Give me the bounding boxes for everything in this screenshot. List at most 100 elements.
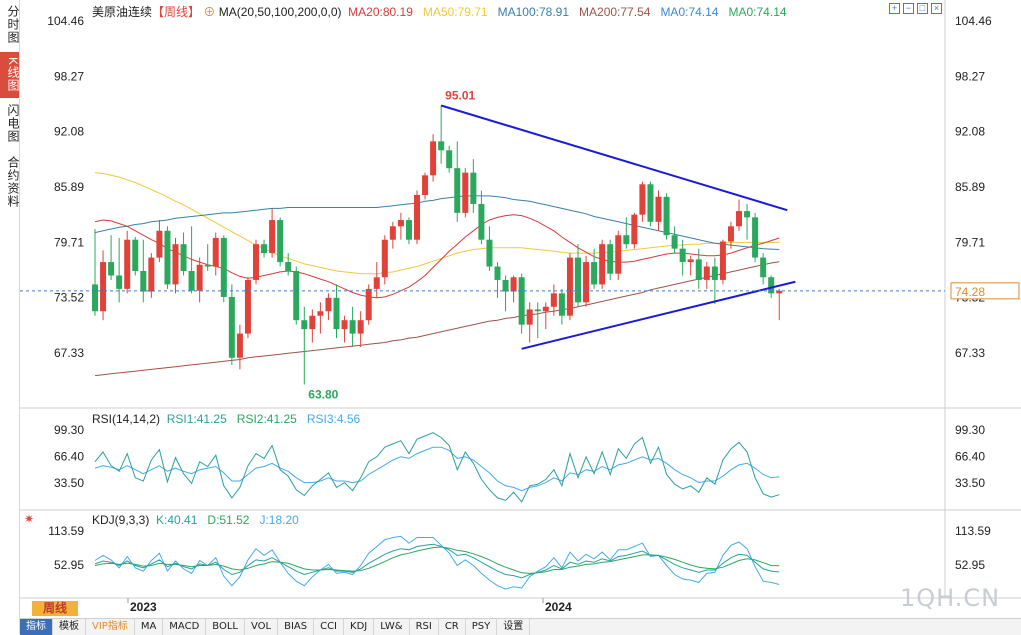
- tab-kdj[interactable]: KDJ: [344, 619, 375, 635]
- candle: [575, 244, 581, 307]
- price-tick-left: 73.52: [54, 291, 84, 305]
- tab-indicators[interactable]: 指标: [20, 619, 53, 635]
- price-tick-left: 98.27: [54, 69, 84, 83]
- tab-bias[interactable]: BIAS: [278, 619, 315, 635]
- candle: [100, 250, 107, 321]
- candle: [752, 212, 759, 263]
- tab-vol[interactable]: VOL: [245, 619, 279, 635]
- x-tick-label: 2023: [130, 600, 157, 614]
- tab-timeshare[interactable]: 分时图: [6, 4, 20, 44]
- candle-body: [566, 257, 573, 316]
- candle: [591, 248, 598, 289]
- tab-templates[interactable]: 模板: [53, 619, 86, 635]
- candle: [510, 275, 517, 303]
- candle-body: [116, 275, 123, 289]
- candle-body: [687, 259, 694, 263]
- sun-icon[interactable]: ✷: [24, 512, 35, 526]
- candle-body: [663, 196, 670, 236]
- candle-body: [607, 244, 614, 274]
- candle-body: [655, 196, 662, 222]
- candle: [526, 302, 533, 343]
- tab-lw[interactable]: LW&: [374, 619, 410, 635]
- tab-settings[interactable]: 设置: [497, 619, 531, 635]
- candle-body: [309, 315, 316, 330]
- candle-body: [236, 333, 243, 358]
- candle: [631, 212, 638, 249]
- candle: [92, 228, 98, 316]
- candle-body: [212, 237, 219, 267]
- candle-body: [180, 244, 187, 272]
- tab-rsi[interactable]: RSI: [410, 619, 439, 635]
- tab-macd[interactable]: MACD: [163, 619, 207, 635]
- tab-vip-indicators[interactable]: VIP指标: [86, 619, 135, 635]
- candle: [293, 266, 300, 325]
- candle-body: [325, 297, 332, 312]
- candle-body: [172, 244, 179, 285]
- candle: [180, 232, 187, 276]
- price-tick-right: 98.27: [955, 69, 985, 83]
- tab-boll[interactable]: BOLL: [206, 619, 245, 635]
- candle-body: [776, 290, 783, 294]
- candle-body: [534, 309, 541, 312]
- rsi1-value: RSI1:41.25: [166, 412, 227, 426]
- candle-body: [253, 244, 259, 280]
- candle: [607, 239, 614, 280]
- candle: [285, 253, 292, 276]
- tab-kline[interactable]: K线图: [0, 52, 20, 98]
- candle-body: [244, 279, 251, 334]
- zoom-out-icon[interactable]: −: [903, 3, 914, 14]
- candle-body: [639, 184, 646, 215]
- candle-body: [341, 320, 348, 330]
- chart-svg[interactable]: 104.46 104.46 98.27 98.27 92.08 92.08 85.89 85.…: [20, 0, 1021, 634]
- candle-body: [631, 214, 638, 245]
- tab-ma[interactable]: MA: [135, 619, 164, 635]
- tab-cci[interactable]: CCI: [314, 619, 345, 635]
- candle: [204, 244, 211, 272]
- candle-body: [108, 262, 115, 276]
- rsi-tick-right: 66.40: [955, 450, 985, 464]
- candle: [663, 193, 670, 240]
- candle: [615, 230, 622, 280]
- tab-contract-info[interactable]: 合约资料: [6, 156, 20, 208]
- candle-body: [405, 220, 412, 240]
- candle: [711, 257, 718, 305]
- close-icon[interactable]: ×: [931, 3, 942, 14]
- indicator-toolbar: 指标 模板 VIP指标 MA MACD BOLL VOL BIAS CCI KDJ LW& RSI CR…: [20, 618, 1021, 635]
- candle: [776, 288, 783, 321]
- candle: [212, 232, 219, 276]
- chart-area[interactable]: 104.46 104.46 98.27 98.27 92.08 92.08 85.89 85.…: [20, 0, 1021, 634]
- candle: [430, 134, 437, 182]
- zoom-in-icon[interactable]: +: [889, 3, 900, 14]
- tab-cr[interactable]: CR: [439, 619, 466, 635]
- candle: [655, 190, 662, 231]
- candle: [542, 302, 549, 330]
- rsi-tick-left: 33.50: [54, 476, 84, 490]
- candle-body: [285, 262, 292, 272]
- price-tick-right: 104.46: [955, 14, 992, 28]
- kdj-header: KDJ(9,3,3) K:40.41 D:51.52 J:18.20: [92, 513, 299, 527]
- candle: [558, 288, 565, 325]
- price-tick-right: 85.89: [955, 180, 985, 194]
- candle-body: [744, 211, 751, 218]
- trend-line: [521, 280, 796, 350]
- rsi-tick-left: 66.40: [54, 450, 84, 464]
- candle: [341, 315, 348, 343]
- candle-body: [389, 226, 396, 240]
- candle: [397, 212, 404, 240]
- candle-body: [486, 239, 493, 267]
- period-button[interactable]: 周线: [32, 601, 78, 616]
- candle-body: [132, 239, 139, 272]
- kdj-tick-right: 52.95: [955, 558, 985, 572]
- candle: [309, 309, 316, 343]
- high-annotation: 95.01: [445, 88, 475, 102]
- candle-body: [502, 279, 509, 292]
- candle-body: [583, 262, 590, 303]
- tab-psy[interactable]: PSY: [466, 619, 498, 635]
- candle-body: [92, 284, 98, 312]
- kdj-title: KDJ(9,3,3): [92, 513, 150, 527]
- expand-icon[interactable]: □: [917, 3, 928, 14]
- candle: [422, 172, 429, 200]
- tab-flash-chart[interactable]: 闪电图: [6, 103, 20, 143]
- candle-body: [269, 220, 276, 254]
- add-icon[interactable]: ⊕: [203, 5, 216, 19]
